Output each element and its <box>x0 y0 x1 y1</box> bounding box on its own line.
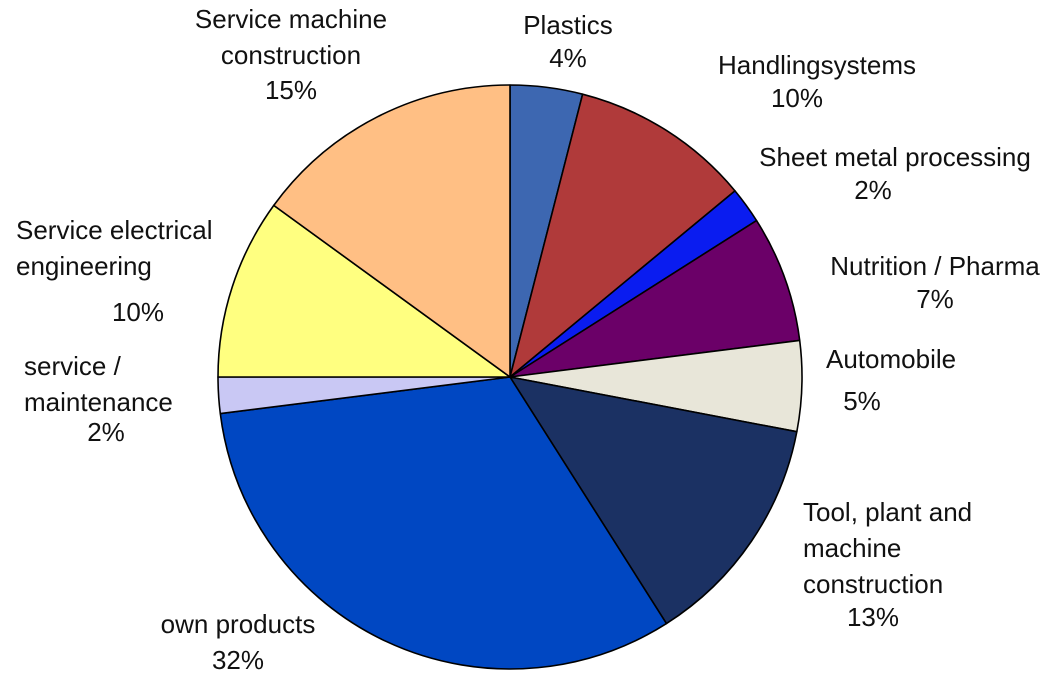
slice-label-service-electrical-engineering: Service electrical engineering <box>16 215 213 281</box>
slice-label-handlingsystems: Handlingsystems <box>718 50 916 80</box>
slice-label-tool-plant-and-machine-construction: Tool, plant and machine construction <box>803 497 972 599</box>
slice-label-line: maintenance <box>24 387 173 417</box>
slice-label-line: Tool, plant and <box>803 497 972 527</box>
slice-label-automobile: Automobile <box>826 344 956 374</box>
slice-label-line: own products <box>161 609 316 639</box>
slice-own-products <box>219 376 668 670</box>
slice-label-nutrition-pharma: Nutrition / Pharma <box>830 251 1040 281</box>
slice-label-sheet-metal-processing: Sheet metal processing <box>759 142 1031 172</box>
slice-label-line: Sheet metal processing <box>759 142 1031 172</box>
slice-percent-plastics: 4% <box>549 43 587 73</box>
slice-percent-own-products: 32% <box>212 645 264 675</box>
slice-label-line: construction <box>221 40 361 70</box>
pie-slices <box>217 84 803 670</box>
slice-percent-nutrition-pharma: 7% <box>916 284 954 314</box>
slice-label-line: service / <box>24 351 122 381</box>
slice-label-line: Service electrical <box>16 215 213 245</box>
slice-service-machine-construction <box>272 84 511 378</box>
slice-percent-service-machine-construction: 15% <box>265 75 317 105</box>
slice-label-service-maintenance: service / maintenance <box>24 351 173 417</box>
slice-percent-service-electrical-engineering: 10% <box>112 297 164 327</box>
slice-percent-handlingsystems: 10% <box>771 83 823 113</box>
slice-label-line: Service machine <box>195 4 387 34</box>
slice-label-line: engineering <box>16 251 152 281</box>
slice-percent-service-maintenance: 2% <box>87 417 125 447</box>
slice-label-line: machine <box>803 533 901 563</box>
slice-label-line: Handlingsystems <box>718 50 916 80</box>
slice-service-electrical-engineering <box>217 204 511 378</box>
slice-percent-tool-plant-and-machine-construction: 13% <box>847 602 899 632</box>
slice-label-own-products: own products <box>161 609 316 639</box>
slice-percent-sheet-metal-processing: 2% <box>854 175 892 205</box>
slice-label-plastics: Plastics <box>523 10 613 40</box>
slice-handlingsystems <box>509 93 736 378</box>
slice-label-service-machine-construction: Service machine construction <box>195 4 387 70</box>
slice-label-line: construction <box>803 569 943 599</box>
slice-tool-plant-and-machine-construction <box>509 376 798 625</box>
slice-nutrition-pharma <box>509 219 801 378</box>
slice-label-line: Plastics <box>523 10 613 40</box>
slice-label-line: Automobile <box>826 344 956 374</box>
slice-percent-automobile: 5% <box>843 386 881 416</box>
slice-label-line: Nutrition / Pharma <box>830 251 1040 281</box>
